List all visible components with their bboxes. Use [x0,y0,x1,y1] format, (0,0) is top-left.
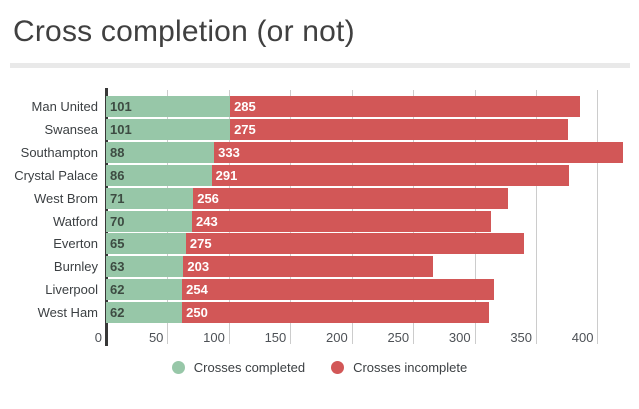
completed-segment: 101 [106,118,231,140]
completed-segment: 86 [106,164,212,186]
team-label: Crystal Palace [14,167,98,183]
incomplete-value-label: 291 [215,167,238,183]
legend-swatch-circle [171,361,185,374]
incomplete-value-label: 254 [186,282,208,298]
x-tick-label: 100 [203,330,225,345]
bar-row: 62 250 [106,302,490,324]
legend-item: Crosses completed [171,360,306,375]
team-label: Swansea [44,121,98,137]
x-tick-label: 400 [571,330,594,345]
completed-value-label: 88 [110,144,125,160]
team-label: Everton [53,236,98,252]
team-label: Liverpool [45,282,98,298]
completed-segment: 65 [106,233,186,255]
y-axis-labels: Man United Swansea Southampton Crystal Pala… [0,90,98,326]
legend-label: Crosses incomplete [353,360,468,375]
incomplete-value-label: 203 [187,259,210,275]
bar-row: 86 291 [106,164,570,186]
legend-item: Crosses incomplete [331,360,467,375]
team-label: Man United [31,99,98,114]
team-label: West Brom [33,190,98,206]
completed-value-label: 70 [110,213,125,229]
bar-row: 63 203 [106,256,433,278]
completed-value-label: 62 [110,305,125,321]
chart-title: Cross completion (or not) [13,15,355,48]
incomplete-segment: 285 [230,96,581,117]
title-divider [10,63,630,68]
incomplete-segment: 203 [183,256,433,278]
incomplete-segment: 275 [185,233,524,255]
completed-value-label: 65 [110,236,125,252]
team-label: Watford [52,213,98,229]
completed-segment: 101 [106,96,231,117]
completed-segment: 71 [106,187,194,209]
incomplete-value-label: 285 [234,99,256,114]
legend-swatch-circle [331,361,345,374]
legend: Crosses completed Crosses incomplete [0,360,639,375]
team-label: West Ham [37,305,98,321]
x-tick-label: 350 [510,330,533,345]
x-tick-label: 150 [264,330,287,345]
incomplete-value-label: 275 [189,236,212,252]
incomplete-segment: 250 [182,302,490,324]
incomplete-segment: 243 [192,210,491,232]
plot-area: 0 50 100 150 200 250 300 350 400 101 285 101 275 88 33… [95,88,638,346]
x-tick-label: 250 [387,330,410,345]
completed-value-label: 62 [110,282,125,298]
bar-row: 101 275 [106,118,568,140]
completed-value-label: 101 [110,121,132,137]
incomplete-segment: 291 [211,164,570,186]
bar-row: 71 256 [106,187,508,209]
incomplete-value-label: 256 [197,190,219,206]
completed-value-label: 86 [110,167,125,183]
completed-segment: 62 [106,279,183,301]
incomplete-value-label: 243 [196,213,218,229]
completed-segment: 62 [106,302,183,324]
completed-value-label: 63 [110,259,125,275]
gridline [536,90,538,344]
bar-row: 62 254 [106,279,495,301]
team-label: Burnley [53,259,98,275]
legend-label: Crosses completed [193,360,306,375]
completed-segment: 88 [106,141,215,163]
incomplete-segment: 256 [193,187,508,209]
bar-row: 65 275 [106,233,524,255]
incomplete-segment: 333 [214,141,624,163]
completed-segment: 70 [106,210,192,232]
x-tick-label: 0 [94,330,102,345]
incomplete-segment: 254 [182,279,495,301]
incomplete-value-label: 333 [218,144,240,160]
bar-row: 101 285 [106,96,581,117]
completed-value-label: 71 [110,190,125,206]
incomplete-value-label: 250 [186,305,208,321]
incomplete-value-label: 275 [234,121,256,137]
bar-row: 70 243 [106,210,491,232]
completed-segment: 63 [106,256,184,278]
x-tick-label: 50 [148,330,164,345]
completed-value-label: 101 [110,99,132,114]
incomplete-segment: 275 [230,118,568,140]
x-tick-label: 200 [326,330,348,345]
bar-row: 88 333 [106,141,624,163]
x-tick-label: 300 [448,330,471,345]
team-label: Southampton [20,144,98,160]
gridline [597,90,599,344]
